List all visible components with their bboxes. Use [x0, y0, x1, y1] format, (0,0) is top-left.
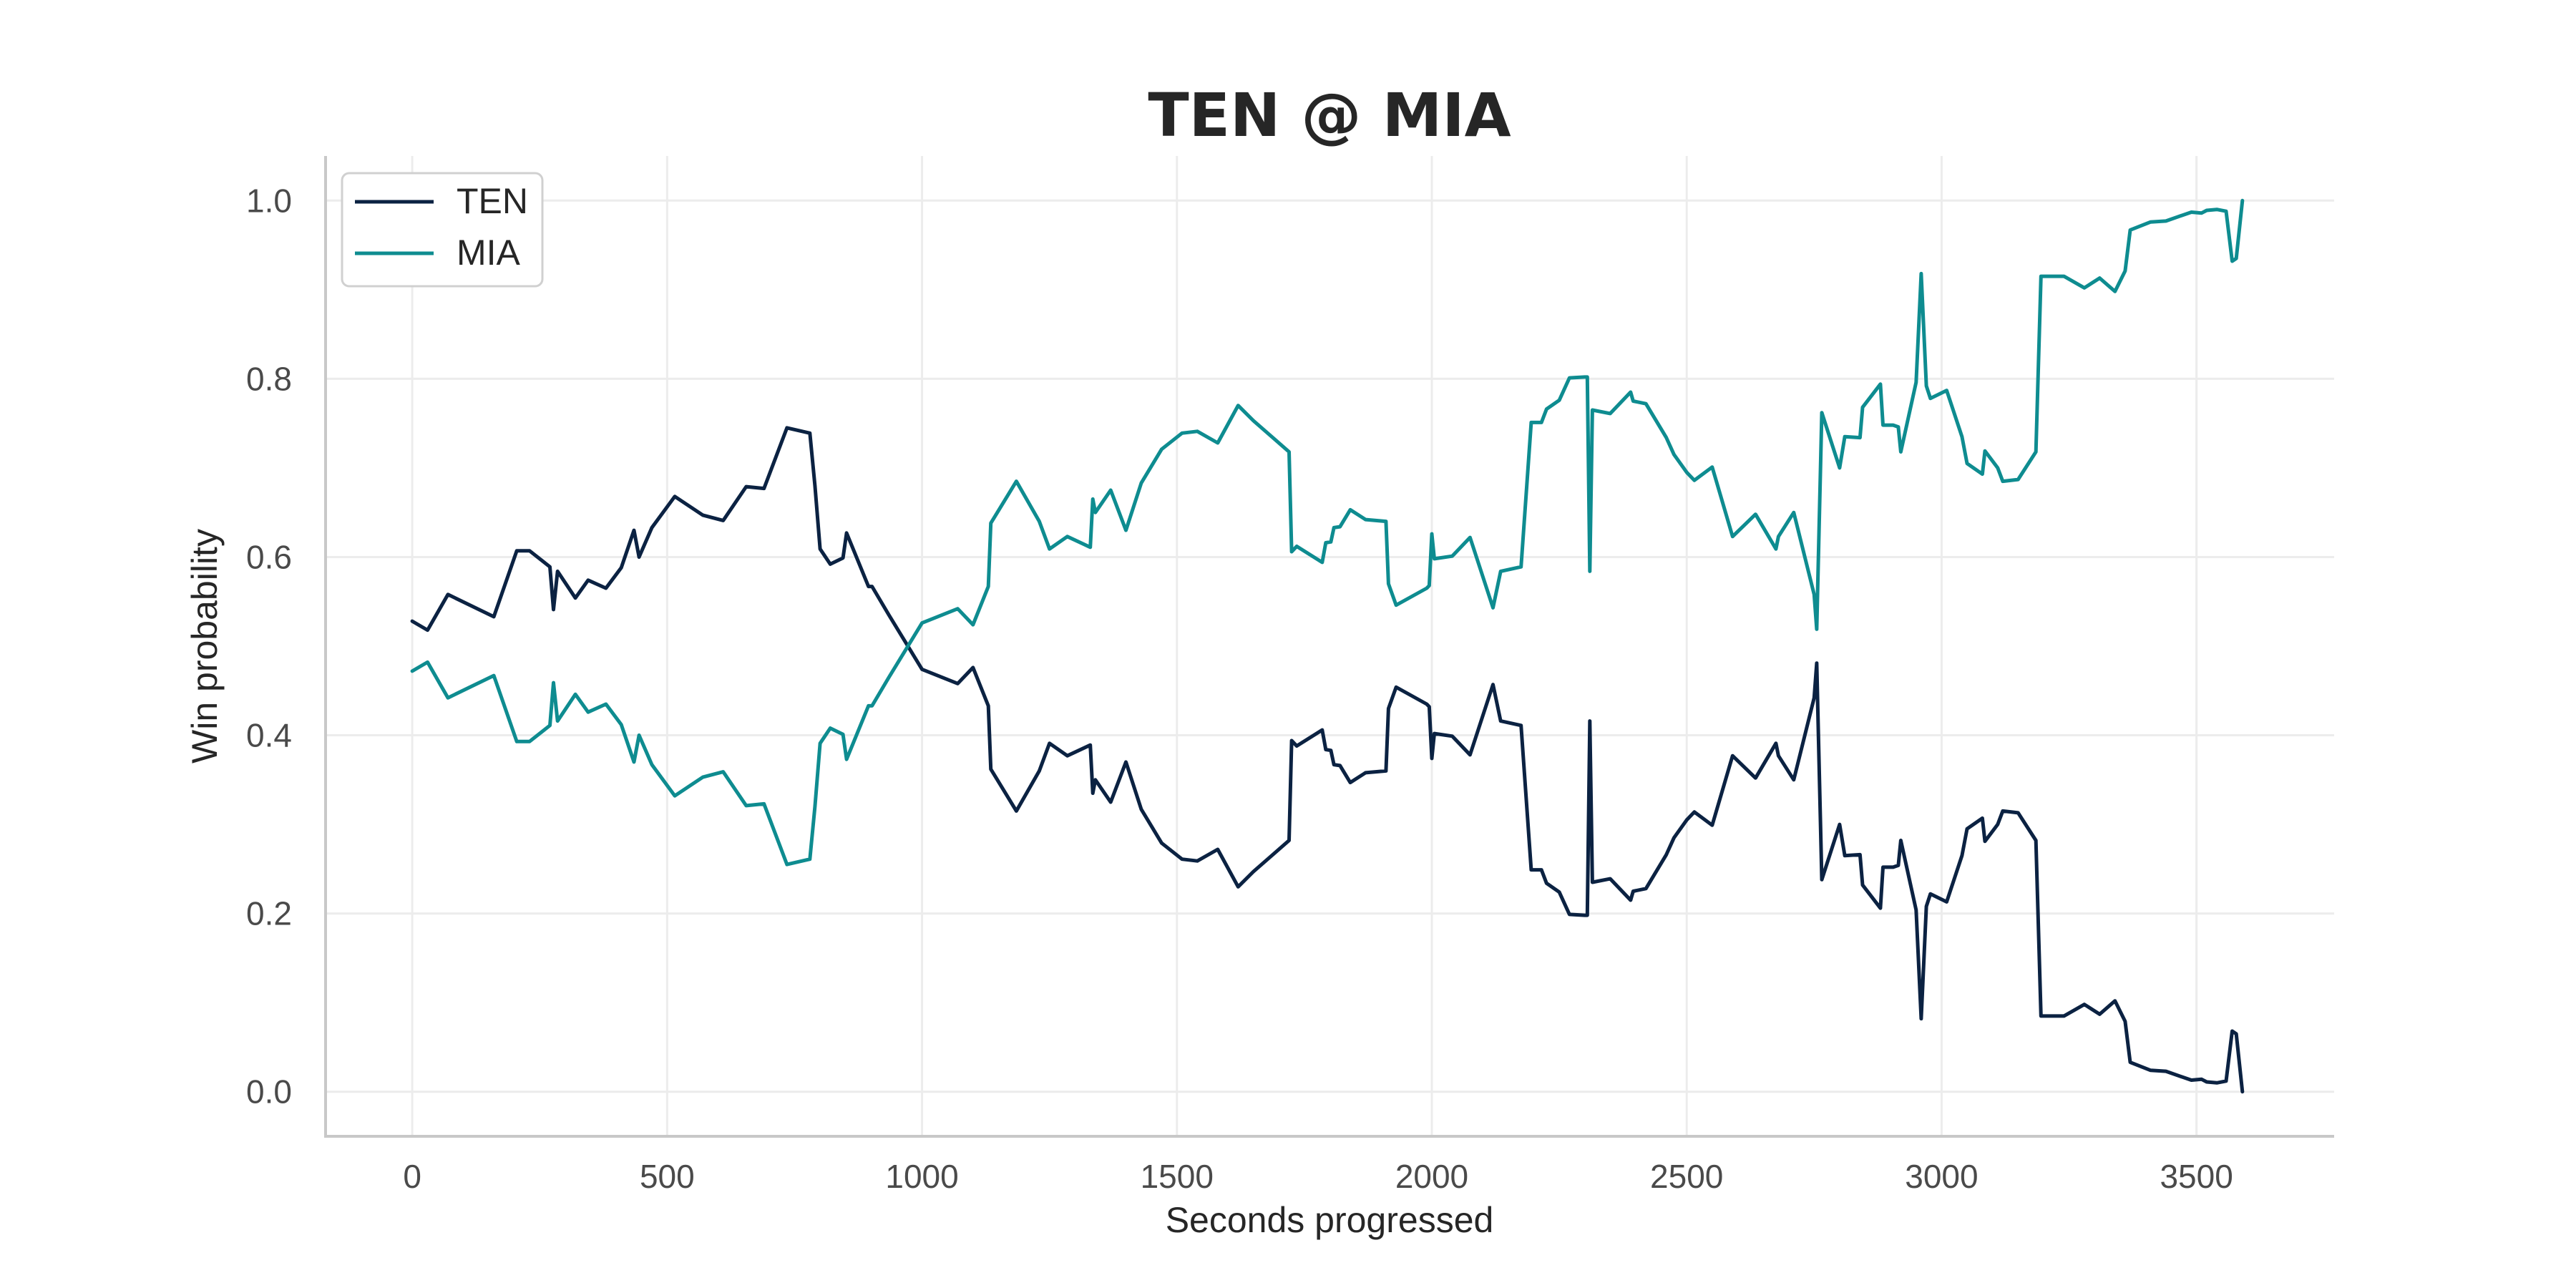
x-tick-label: 0 [403, 1158, 421, 1195]
y-tick-label: 0.4 [246, 717, 292, 754]
x-tick-label: 2500 [1650, 1158, 1723, 1195]
x-axis-label: Seconds progressed [1166, 1200, 1494, 1240]
legend-label-ten: TEN [457, 181, 528, 221]
chart-title: TEN @ MIA [1148, 80, 1511, 150]
y-axis-label: Win probability [185, 529, 225, 763]
y-tick-labels: 0.0 0.2 0.4 0.6 0.8 1.0 [246, 182, 292, 1110]
x-tick-label: 1500 [1141, 1158, 1214, 1195]
y-tick-label: 1.0 [246, 182, 292, 219]
series-lines [410, 198, 2245, 1094]
y-tick-label: 0.6 [246, 538, 292, 575]
y-tick-label: 0.2 [246, 895, 292, 932]
legend-label-mia: MIA [457, 233, 521, 273]
grid [326, 156, 2334, 1136]
x-tick-labels: 0 500 1000 1500 2000 2500 3000 3500 [403, 1158, 2233, 1195]
y-tick-label: 0.0 [246, 1073, 292, 1111]
x-tick-label: 3500 [2160, 1158, 2233, 1195]
series-line-mia [410, 198, 2245, 867]
x-tick-label: 500 [640, 1158, 695, 1195]
legend: TEN MIA [341, 172, 544, 288]
x-tick-label: 2000 [1395, 1158, 1468, 1195]
axes [324, 156, 2334, 1138]
x-tick-label: 1000 [885, 1158, 958, 1195]
y-tick-label: 0.8 [246, 360, 292, 397]
x-tick-label: 3000 [1905, 1158, 1978, 1195]
series-line-ten [410, 426, 2245, 1094]
